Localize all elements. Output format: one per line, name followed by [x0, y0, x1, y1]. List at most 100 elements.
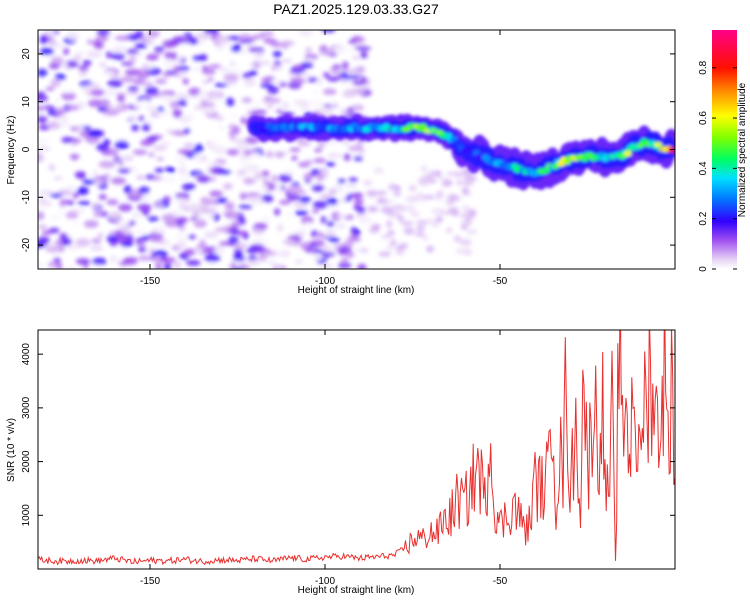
noise-blob	[214, 82, 229, 88]
x-tick-label: -100	[315, 276, 335, 287]
noise-blob	[366, 205, 379, 212]
noise-blob	[296, 230, 306, 238]
noise-blob	[245, 136, 259, 145]
noise-blob	[445, 227, 453, 233]
track-core	[623, 150, 632, 157]
noise-blob	[175, 208, 185, 214]
noise-blob	[337, 178, 346, 184]
noise-blob	[98, 62, 108, 68]
noise-blob	[66, 264, 76, 269]
noise-blob	[275, 103, 290, 108]
noise-blob	[268, 97, 282, 104]
noise-blob	[278, 81, 287, 88]
noise-blob	[93, 40, 103, 49]
noise-blob	[134, 228, 150, 235]
noise-blob	[193, 98, 202, 106]
noise-blob	[146, 135, 159, 142]
noise-blob	[38, 106, 47, 111]
noise-blob	[43, 105, 56, 110]
noise-blob	[207, 77, 215, 82]
noise-blob	[137, 203, 152, 213]
noise-blob	[353, 204, 361, 211]
noise-blob	[179, 42, 192, 47]
noise-blob	[46, 30, 55, 37]
noise-blob	[303, 172, 313, 181]
noise-blob	[234, 260, 242, 268]
noise-blob	[194, 143, 204, 153]
noise-blob	[253, 99, 260, 108]
noise-blob	[72, 138, 82, 144]
noise-blob	[374, 166, 384, 174]
noise-blob	[178, 166, 187, 175]
noise-blob	[463, 179, 471, 186]
noise-blob	[191, 46, 198, 52]
noise-blob	[110, 148, 119, 158]
noise-blob	[312, 254, 324, 261]
noise-blob	[380, 234, 391, 239]
noise-blob	[114, 35, 131, 41]
noise-blob	[183, 142, 195, 149]
noise-blob	[143, 64, 154, 71]
noise-blob	[161, 214, 176, 222]
noise-blob	[141, 123, 151, 132]
x-tick-label: -50	[493, 276, 508, 287]
colorbar: 0 0.2 0.4 0.6 0.8 Normalized spectral amplit…	[698, 30, 748, 272]
noise-blob	[354, 244, 367, 253]
noise-blob	[137, 71, 150, 80]
y-tick-label: 1000	[21, 504, 32, 527]
noise-blob	[57, 209, 66, 215]
noise-blob	[214, 227, 229, 233]
noise-blob	[187, 36, 199, 43]
noise-blob	[82, 178, 97, 185]
noise-blob	[319, 194, 331, 199]
noise-blob	[247, 259, 260, 266]
noise-blob	[293, 99, 309, 105]
noise-blob	[47, 40, 57, 45]
noise-blob	[229, 60, 236, 67]
noise-blob	[351, 104, 364, 112]
noise-blob	[166, 167, 176, 173]
noise-blobs	[38, 30, 478, 269]
noise-blob	[96, 30, 111, 36]
noise-blob	[139, 240, 146, 247]
noise-blob	[433, 170, 442, 178]
noise-blob	[459, 238, 472, 247]
noise-blob	[110, 45, 127, 54]
noise-blob	[202, 106, 218, 116]
noise-blob	[38, 36, 49, 44]
noise-blob	[107, 40, 115, 50]
noise-blob	[218, 66, 230, 73]
noise-blob	[339, 198, 348, 203]
noise-blob	[317, 141, 326, 148]
noise-blob	[309, 140, 320, 146]
noise-blob	[387, 229, 395, 237]
noise-blob	[105, 87, 115, 97]
figure-title: PAZ1.2025.129.03.33.G27	[273, 1, 439, 17]
noise-blob	[86, 39, 94, 45]
noise-blob	[199, 197, 210, 203]
noise-blob	[262, 177, 269, 184]
noise-blob	[177, 148, 193, 155]
noise-blob	[201, 79, 210, 85]
noise-blob	[362, 179, 373, 186]
noise-blob	[426, 245, 434, 253]
noise-blob	[436, 190, 444, 198]
noise-blob	[448, 194, 459, 202]
x-tick-label: -150	[140, 276, 160, 287]
noise-blob	[322, 88, 337, 96]
noise-blob	[140, 99, 151, 108]
noise-blob	[402, 204, 416, 212]
noise-blob	[240, 49, 247, 56]
noise-blob	[325, 161, 336, 167]
noise-blob	[135, 175, 146, 180]
noise-blob	[307, 76, 318, 83]
noise-blob	[275, 108, 283, 114]
noise-blob	[252, 49, 265, 59]
noise-blob	[230, 112, 239, 118]
noise-blob	[222, 182, 233, 190]
noise-blob	[276, 223, 284, 232]
noise-blob	[265, 151, 274, 158]
noise-blob	[107, 79, 123, 88]
noise-blob	[320, 263, 334, 269]
spectrogram-xlabel: Height of straight line (km)	[298, 285, 415, 296]
